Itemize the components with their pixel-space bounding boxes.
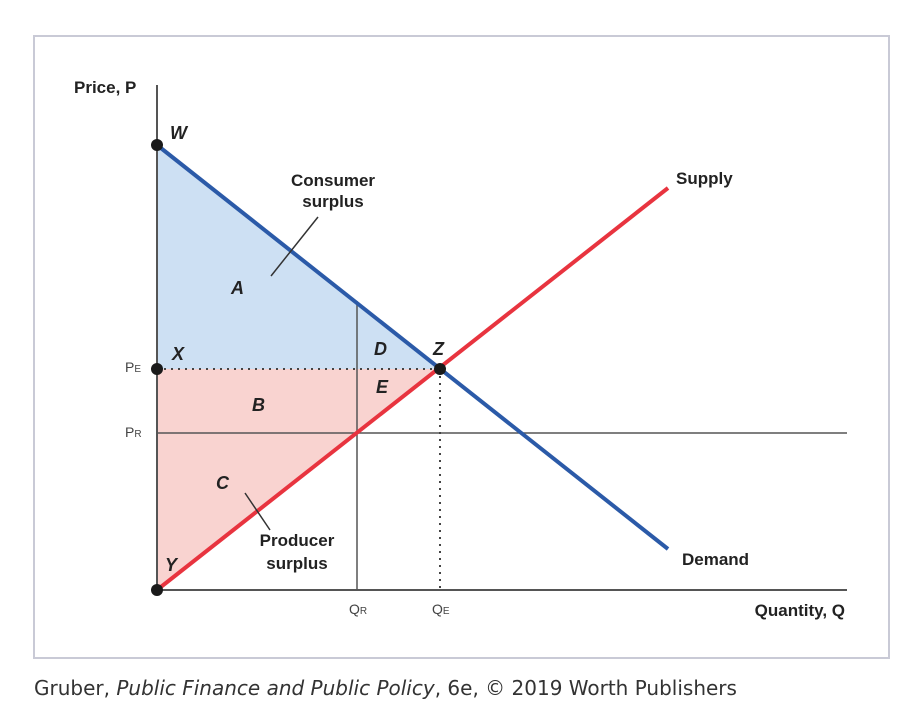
point-x-marker <box>151 363 163 375</box>
demand-curve <box>155 143 670 551</box>
pe-tick-label: PE <box>125 359 141 375</box>
consumer-surplus-pointer <box>270 216 319 277</box>
pr-tick-label: PR <box>125 424 142 440</box>
producer-surplus-label-line1: Producer <box>260 531 335 550</box>
qr-tick-label: QR <box>349 601 367 617</box>
supply-curve <box>155 186 670 592</box>
producer-surplus-pointer <box>244 492 271 531</box>
area-e-label: E <box>376 377 389 397</box>
area-d-label: D <box>374 339 387 359</box>
y-axis-label: Price, P <box>74 78 136 97</box>
area-c-label: C <box>216 473 230 493</box>
point-z-marker <box>434 363 446 375</box>
point-z-label: Z <box>432 339 445 359</box>
producer-surplus-label-line2: surplus <box>266 554 327 573</box>
consumer-surplus-label-line1: Consumer <box>291 171 375 190</box>
x-axis-label: Quantity, Q <box>755 601 845 620</box>
qe-tick-label: QE <box>432 601 450 617</box>
point-y-marker <box>151 584 163 596</box>
figure-frame <box>33 35 890 659</box>
point-x-label: X <box>171 344 185 364</box>
consumer-surplus-label-line2: surplus <box>302 192 363 211</box>
figure-caption: Gruber, Public Finance and Public Policy… <box>34 676 737 700</box>
supply-label: Supply <box>676 169 733 188</box>
point-y-label: Y <box>165 555 179 575</box>
demand-label: Demand <box>682 550 749 569</box>
point-w-marker <box>151 139 163 151</box>
point-w-label: W <box>170 123 189 143</box>
area-a-label: A <box>230 278 244 298</box>
area-b-label: B <box>252 395 265 415</box>
